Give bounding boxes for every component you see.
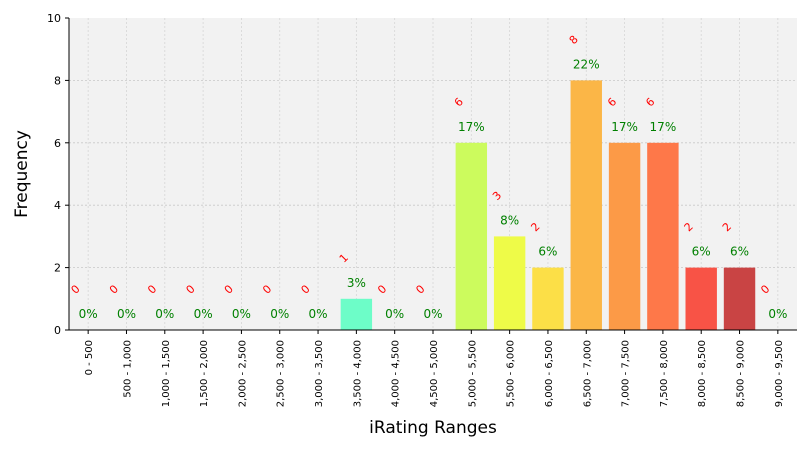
percent-label: 0%: [155, 307, 174, 321]
percent-label: 0%: [79, 307, 98, 321]
percent-label: 0%: [309, 307, 328, 321]
x-tick-label: 8,500 - 9,000: [736, 340, 747, 407]
percent-label: 17%: [650, 120, 677, 134]
bar-6-000-6-500: [532, 267, 564, 330]
percent-label: 0%: [232, 307, 251, 321]
percent-label: 0%: [194, 307, 213, 321]
percent-label: 6%: [538, 245, 557, 259]
bar-8-000-8-500: [685, 267, 717, 330]
percent-label: 22%: [573, 57, 600, 71]
x-tick-label: 2,500 - 3,000: [276, 340, 287, 407]
percent-label: 17%: [458, 120, 485, 134]
x-tick-label: 2,000 - 2,500: [237, 340, 248, 407]
y-tick-label: 2: [54, 262, 61, 275]
bar-6-500-7-000: [570, 80, 602, 331]
percent-label: 0%: [768, 307, 787, 321]
percent-label: 8%: [500, 213, 519, 227]
x-tick-label: 0 - 500: [84, 340, 95, 375]
x-tick-label: 5,000 - 5,500: [467, 340, 478, 407]
x-tick-label: 1,000 - 1,500: [161, 340, 172, 407]
percent-label: 3%: [347, 276, 366, 290]
percent-label: 0%: [423, 307, 442, 321]
percent-label: 0%: [270, 307, 289, 321]
x-tick-label: 6,500 - 7,000: [582, 340, 593, 407]
y-tick-label: 6: [54, 137, 61, 150]
x-tick-label: 500 - 1,000: [122, 340, 133, 398]
bar-7-500-8-000: [647, 142, 679, 330]
y-tick-label: 10: [47, 12, 61, 25]
x-tick-label: 7,000 - 7,500: [621, 340, 632, 407]
y-tick-label: 0: [54, 324, 61, 337]
x-tick-label: 7,500 - 8,000: [659, 340, 670, 407]
x-tick-label: 4,000 - 4,500: [391, 340, 402, 407]
x-tick-label: 3,500 - 4,000: [352, 340, 363, 407]
x-tick-label: 9,000 - 9,500: [774, 340, 785, 407]
bar-7-000-7-500: [608, 142, 641, 330]
percent-label: 0%: [117, 307, 136, 321]
axes: 0 2 4 6 8 10 0 - 500 500 - 1,000 1,000 - 1,500 1,…: [47, 12, 797, 407]
percent-label: 0%: [385, 307, 404, 321]
x-tick-label: 8,000 - 8,500: [697, 340, 708, 407]
bar-5-000-5-500: [455, 142, 488, 330]
bar-5-500-6-000: [493, 236, 526, 330]
percent-label: 17%: [611, 120, 638, 134]
y-tick-label: 4: [54, 199, 61, 212]
percent-label: 6%: [692, 245, 711, 259]
bar-3-500-4-000: [340, 298, 373, 330]
percent-label: 6%: [730, 245, 749, 259]
x-axis-title: iRating Ranges: [369, 418, 497, 438]
x-tick-label: 6,000 - 6,500: [544, 340, 555, 407]
bars: [340, 80, 756, 331]
x-tick-label: 5,500 - 6,000: [506, 340, 517, 407]
y-axis-title: Frequency: [12, 130, 32, 218]
y-tick-label: 8: [54, 74, 61, 87]
x-tick-label: 1,500 - 2,000: [199, 340, 210, 407]
x-tick-label: 3,000 - 3,500: [314, 340, 325, 407]
x-tick-label: 4,500 - 5,000: [429, 340, 440, 407]
bar-8-500-9-000: [723, 267, 756, 330]
